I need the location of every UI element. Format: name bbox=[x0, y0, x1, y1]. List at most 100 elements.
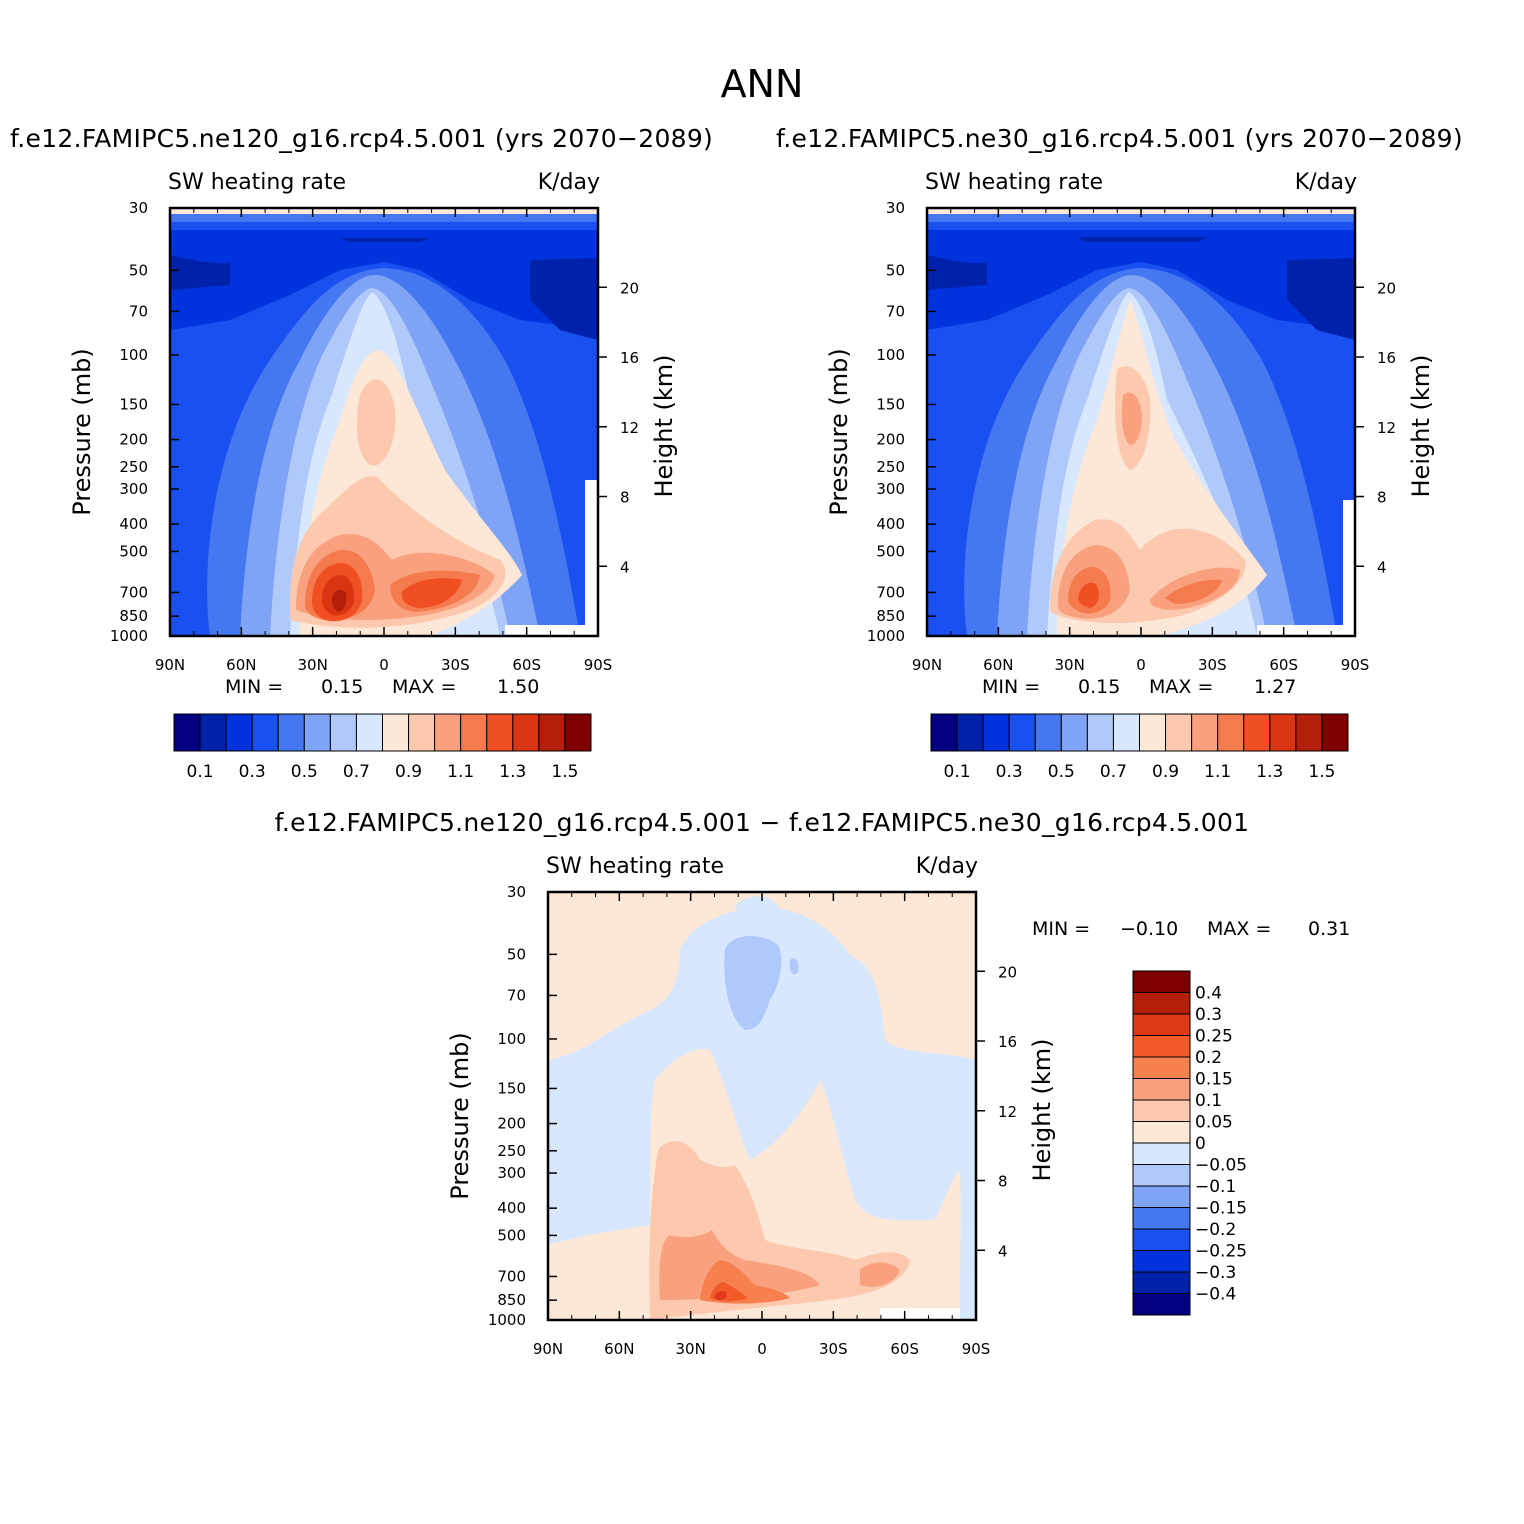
diff-min-label: MIN = bbox=[1032, 918, 1091, 940]
colorbar-swatch bbox=[1132, 1207, 1191, 1230]
y-tick-label: 700 bbox=[119, 583, 148, 601]
y2-tick-label: 4 bbox=[620, 558, 630, 576]
colorbar-swatch bbox=[930, 713, 958, 752]
colorbar-swatch bbox=[303, 713, 331, 752]
colorbar-swatch bbox=[1132, 1164, 1191, 1187]
colorbar-label: 0.05 bbox=[1195, 1113, 1233, 1133]
colorbar-swatch bbox=[956, 713, 984, 752]
colorbar-label: 0 bbox=[1195, 1134, 1206, 1154]
colorbar-swatch bbox=[460, 713, 488, 752]
y-tick-label: 70 bbox=[507, 986, 526, 1004]
colorbar-label: 0.7 bbox=[1100, 762, 1127, 782]
units-label: K/day bbox=[1295, 170, 1357, 195]
colorbar-swatch bbox=[434, 713, 462, 752]
y-tick-label: 300 bbox=[876, 480, 905, 498]
colorbar-swatch bbox=[486, 713, 514, 752]
right-panel-title: f.e12.FAMIPC5.ne30_g16.rcp4.5.001 (yrs 2… bbox=[776, 124, 1463, 153]
colorbar-swatch bbox=[1008, 713, 1036, 752]
y-tick-label: 250 bbox=[876, 458, 905, 476]
colorbar-swatch bbox=[408, 713, 436, 752]
y-tick-label: 150 bbox=[876, 395, 905, 413]
right-min-value: 0.15 bbox=[1078, 676, 1121, 698]
colorbar-label: 0.7 bbox=[343, 762, 370, 782]
colorbar-swatch bbox=[1034, 713, 1062, 752]
y-tick-label: 850 bbox=[119, 607, 148, 625]
left-max-label: MAX = bbox=[392, 676, 457, 698]
x-tick-label: 60S bbox=[512, 656, 541, 674]
y-tick-label: 500 bbox=[119, 542, 148, 560]
y-tick-label: 850 bbox=[497, 1291, 526, 1309]
colorbar-label: 1.3 bbox=[1256, 762, 1283, 782]
x-tick-label: 90N bbox=[912, 656, 942, 674]
x-tick-label: 60N bbox=[604, 1340, 634, 1358]
x-tick-label: 60N bbox=[226, 656, 256, 674]
right-max-label: MAX = bbox=[1149, 676, 1214, 698]
units-label: K/day bbox=[538, 170, 600, 195]
colorbar-label: 0.5 bbox=[291, 762, 318, 782]
y-tick-label: 100 bbox=[497, 1030, 526, 1048]
colorbar-swatch bbox=[355, 713, 383, 752]
y-tick-label: 200 bbox=[876, 431, 905, 449]
y2-tick-label: 8 bbox=[620, 489, 630, 507]
colorbar-swatch bbox=[1132, 1099, 1191, 1122]
x-tick-label: 60S bbox=[890, 1340, 919, 1358]
colorbar-label: 0.15 bbox=[1195, 1070, 1233, 1090]
y-axis-label: Pressure (mb) bbox=[825, 348, 853, 515]
x-tick-label: 30N bbox=[1055, 656, 1085, 674]
y-tick-label: 30 bbox=[886, 199, 905, 217]
left-axes: 90N 60N 30N 0 30S 60S 90S 30 50 70 100 150 200 250 300… bbox=[68, 170, 678, 674]
x-tick-label: 60N bbox=[983, 656, 1013, 674]
x-tick-label: 90S bbox=[584, 656, 613, 674]
right-min-label: MIN = bbox=[982, 676, 1041, 698]
y-tick-label: 100 bbox=[876, 346, 905, 364]
colorbar-swatch bbox=[1243, 713, 1271, 752]
diff-contour-field bbox=[548, 892, 976, 1320]
colorbar-swatch bbox=[1112, 713, 1140, 752]
y-tick-label: 250 bbox=[497, 1142, 526, 1160]
colorbar-swatch bbox=[251, 713, 279, 752]
colorbar-label: 0.1 bbox=[944, 762, 971, 782]
y-tick-label: 400 bbox=[119, 515, 148, 533]
y2-tick-label: 12 bbox=[620, 419, 639, 437]
y-tick-label: 1000 bbox=[867, 627, 905, 645]
right-contour-field bbox=[927, 208, 1355, 636]
colorbar-swatch bbox=[1321, 713, 1349, 752]
colorbar-swatch bbox=[1132, 1121, 1191, 1144]
colorbar-label: −0.3 bbox=[1195, 1263, 1236, 1283]
colorbar-label: −0.2 bbox=[1195, 1220, 1236, 1240]
colorbar-swatch bbox=[277, 713, 305, 752]
y2-tick-label: 20 bbox=[1377, 279, 1396, 297]
colorbar-swatch bbox=[1132, 1078, 1191, 1101]
x-tick-label: 0 bbox=[1136, 656, 1146, 674]
left-colorbar: 0.1 0.3 0.5 0.7 0.9 1.1 1.3 1.5 bbox=[173, 713, 592, 782]
colorbar-swatch bbox=[1132, 1185, 1191, 1208]
colorbar-label: 1.1 bbox=[1204, 762, 1231, 782]
x-tick-label: 0 bbox=[379, 656, 389, 674]
y-tick-label: 700 bbox=[876, 583, 905, 601]
colorbar-label: −0.15 bbox=[1195, 1199, 1247, 1219]
colorbar-swatch bbox=[1191, 713, 1219, 752]
y-tick-label: 70 bbox=[129, 302, 148, 320]
y-tick-label: 50 bbox=[507, 945, 526, 963]
y2-tick-label: 8 bbox=[1377, 489, 1387, 507]
diff-max-value: 0.31 bbox=[1308, 918, 1351, 940]
colorbar-label: −0.05 bbox=[1195, 1156, 1247, 1176]
right-colorbar: 0.1 0.3 0.5 0.7 0.9 1.1 1.3 1.5 bbox=[930, 713, 1349, 782]
left-min-label: MIN = bbox=[225, 676, 284, 698]
y-tick-label: 500 bbox=[497, 1226, 526, 1244]
x-tick-label: 0 bbox=[757, 1340, 767, 1358]
colorbar-swatch bbox=[564, 713, 592, 752]
left-max-value: 1.50 bbox=[497, 676, 540, 698]
colorbar-swatch bbox=[1132, 1250, 1191, 1273]
x-tick-label: 90S bbox=[962, 1340, 991, 1358]
colorbar-swatch bbox=[982, 713, 1010, 752]
colorbar-swatch bbox=[1060, 713, 1088, 752]
colorbar-swatch bbox=[382, 713, 410, 752]
colorbar-swatch bbox=[1269, 713, 1297, 752]
colorbar-label: 0.3 bbox=[996, 762, 1023, 782]
colorbar-label: 1.5 bbox=[551, 762, 578, 782]
diff-panel-title: f.e12.FAMIPC5.ne120_g16.rcp4.5.001 − f.e… bbox=[274, 808, 1250, 837]
y2-tick-label: 16 bbox=[998, 1033, 1017, 1051]
